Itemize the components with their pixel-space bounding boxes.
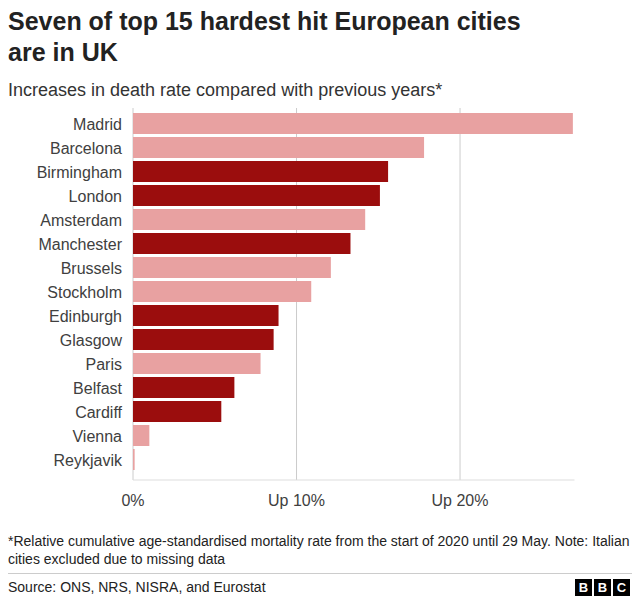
logo: BBC <box>575 579 630 596</box>
category-label: London <box>69 188 122 205</box>
bars <box>133 113 573 470</box>
axis-line <box>133 480 575 481</box>
bar <box>133 137 424 158</box>
category-label: Cardiff <box>75 404 122 421</box>
category-label: Birmingham <box>37 164 122 181</box>
category-label: Belfast <box>73 380 122 397</box>
footnote: *Relative cumulative age-standardised mo… <box>8 532 632 568</box>
bar <box>133 353 261 374</box>
category-label: Amsterdam <box>40 212 122 229</box>
chart: 0% Up 10% Up 20% Madrid Barcelona Birmingham L… <box>0 108 640 520</box>
bar <box>133 305 279 326</box>
logo-letter: B <box>575 579 592 596</box>
category-label: Barcelona <box>50 140 122 157</box>
subtitle: Increases in death rate compared with pr… <box>8 80 442 101</box>
bar <box>133 161 388 182</box>
bar <box>133 425 149 446</box>
source: Source: ONS, NRS, NISRA, and Eurostat <box>8 579 266 595</box>
category-label: Edinburgh <box>49 308 122 325</box>
category-label: Glasgow <box>60 332 123 349</box>
category-label: Madrid <box>73 116 122 133</box>
category-label: Vienna <box>72 428 122 445</box>
bar <box>133 401 221 422</box>
category-label: Reykjavik <box>54 452 123 469</box>
bar <box>133 329 274 350</box>
bar <box>133 257 331 278</box>
bar <box>133 233 350 254</box>
bar <box>133 185 380 206</box>
bar <box>133 209 365 230</box>
separator <box>8 573 632 574</box>
category-label: Stockholm <box>47 284 122 301</box>
tick-label: 0% <box>121 492 144 509</box>
bar <box>133 113 573 134</box>
bar <box>133 281 311 302</box>
logo-letter: C <box>613 579 630 596</box>
grid-line <box>460 108 461 480</box>
logo-letter: B <box>594 579 611 596</box>
tick-label: Up 20% <box>432 492 489 509</box>
tick-label: Up 10% <box>268 492 325 509</box>
category-label: Paris <box>86 356 122 373</box>
bar <box>133 449 135 470</box>
category-label: Manchester <box>38 236 122 253</box>
category-label: Brussels <box>61 260 122 277</box>
bar <box>133 377 234 398</box>
title: Seven of top 15 hardest hit European cit… <box>8 6 548 68</box>
